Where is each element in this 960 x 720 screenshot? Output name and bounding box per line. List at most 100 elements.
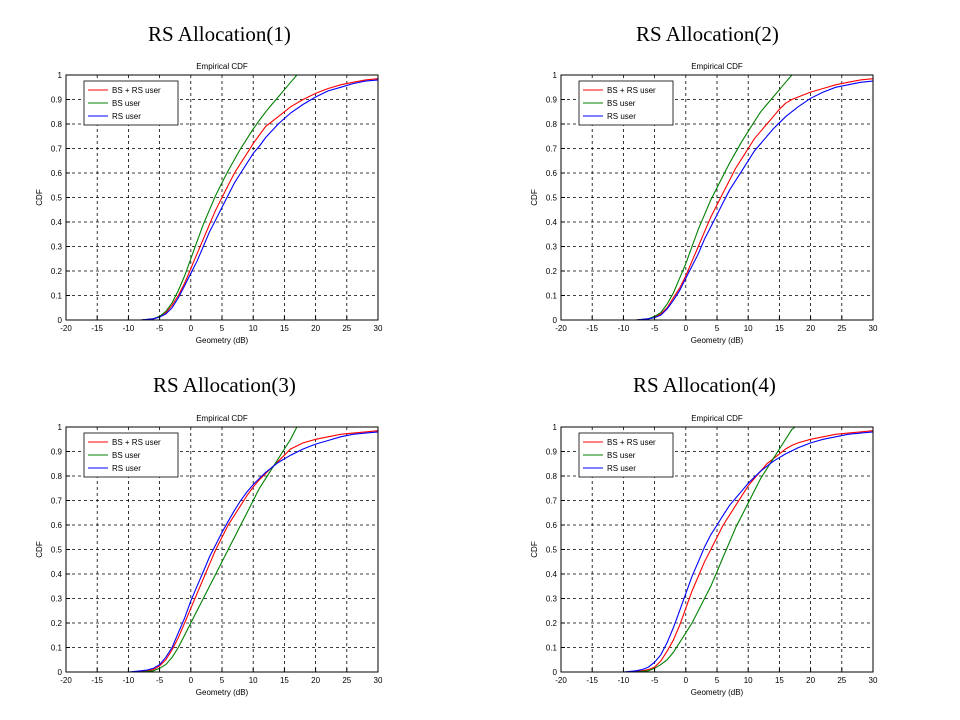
legend: BS + RS user BS user RS user xyxy=(578,80,674,126)
legend-label: RS user xyxy=(607,112,636,121)
y-tick-label: 0.3 xyxy=(546,595,558,604)
x-tick-label: 5 xyxy=(220,676,225,685)
series-line-1 xyxy=(635,78,874,321)
chart-title: Empirical CDF xyxy=(196,414,248,423)
x-tick-label: 0 xyxy=(684,676,689,685)
series-line-2 xyxy=(140,74,298,321)
y-tick-label: 0 xyxy=(553,316,558,325)
y-tick-label: 0.9 xyxy=(546,448,558,457)
legend-label: BS + RS user xyxy=(607,86,656,95)
legend: BS + RS user BS user RS user xyxy=(83,80,179,126)
x-tick-label: 30 xyxy=(374,324,383,333)
x-tick-label: 0 xyxy=(189,676,194,685)
figure-title-3: RS Allocation(3) xyxy=(153,373,296,397)
legend-label: RS user xyxy=(607,464,636,473)
series-line-3 xyxy=(140,79,379,321)
y-tick-label: 0.6 xyxy=(546,169,558,178)
x-tick-label: -10 xyxy=(618,676,630,685)
chart-title: Empirical CDF xyxy=(691,414,743,423)
x-tick-label: 25 xyxy=(837,676,846,685)
x-tick-label: -20 xyxy=(555,676,567,685)
y-tick-label: 1 xyxy=(553,71,558,80)
x-tick-label: 10 xyxy=(744,324,753,333)
series-line-2 xyxy=(635,426,796,673)
x-tick-label: -5 xyxy=(651,676,659,685)
x-tick-label: -20 xyxy=(60,676,72,685)
series-line-1 xyxy=(629,430,874,673)
y-tick-label: 0.8 xyxy=(546,472,558,481)
series-line-2 xyxy=(635,74,793,321)
x-axis-label: Geometry (dB) xyxy=(196,336,249,345)
x-tick-label: 25 xyxy=(837,324,846,333)
y-tick-label: 0.1 xyxy=(546,644,558,653)
x-axis-label: Geometry (dB) xyxy=(196,688,249,697)
x-tick-label: 30 xyxy=(869,324,878,333)
y-tick-label: 1 xyxy=(58,423,63,432)
y-tick-label: 0.9 xyxy=(51,96,63,105)
x-tick-label: -20 xyxy=(60,324,72,333)
legend: BS + RS user BS user RS user xyxy=(83,432,179,478)
legend-label: BS user xyxy=(112,99,141,108)
y-tick-label: 0.3 xyxy=(51,243,63,252)
y-tick-label: 0.4 xyxy=(51,570,63,579)
y-tick-label: 0.3 xyxy=(51,595,63,604)
y-tick-label: 1 xyxy=(58,71,63,80)
x-axis-label: Geometry (dB) xyxy=(691,688,744,697)
x-tick-label: 5 xyxy=(715,324,720,333)
y-tick-label: 0.9 xyxy=(51,448,63,457)
cdf-chart-3: -20 -15 -10 -5 0 5 10 15 20 25 30 0 0.1 0.2 0.3 0.4 0.5 0… xyxy=(35,414,383,697)
y-tick-label: 0.7 xyxy=(51,145,63,154)
x-tick-label: -5 xyxy=(156,324,164,333)
y-tick-label: 0.1 xyxy=(546,292,558,301)
x-tick-label: -5 xyxy=(156,676,164,685)
y-tick-label: 0.5 xyxy=(51,546,63,555)
y-tick-label: 0.4 xyxy=(546,570,558,579)
x-tick-label: -5 xyxy=(651,324,659,333)
chart-title: Empirical CDF xyxy=(196,62,248,71)
legend: BS + RS user BS user RS user xyxy=(578,432,674,478)
x-tick-label: 20 xyxy=(806,676,815,685)
x-tick-label: 10 xyxy=(744,676,753,685)
y-axis-label: CDF xyxy=(35,541,44,558)
x-tick-label: 20 xyxy=(806,324,815,333)
y-tick-label: 0.7 xyxy=(546,145,558,154)
x-tick-label: 0 xyxy=(684,324,689,333)
cdf-chart-1: -20 -15 -10 -5 0 5 10 15 20 25 30 0 0.1 0.2 0.3 0.4 0.5 0… xyxy=(35,62,383,345)
y-tick-label: 0.2 xyxy=(51,267,63,276)
legend-label: BS + RS user xyxy=(112,86,161,95)
figure-title-4: RS Allocation(4) xyxy=(633,373,776,397)
x-tick-label: 5 xyxy=(715,676,720,685)
y-tick-label: 0.2 xyxy=(546,267,558,276)
y-tick-label: 0.5 xyxy=(546,546,558,555)
x-tick-label: 30 xyxy=(869,676,878,685)
y-tick-label: 0.9 xyxy=(546,96,558,105)
y-tick-label: 0.8 xyxy=(51,472,63,481)
y-tick-label: 0 xyxy=(58,668,63,677)
y-tick-label: 0.7 xyxy=(546,497,558,506)
x-tick-label: 5 xyxy=(220,324,225,333)
x-tick-label: -10 xyxy=(123,676,135,685)
legend-label: RS user xyxy=(112,112,141,121)
y-tick-label: 0 xyxy=(553,668,558,677)
x-tick-label: 15 xyxy=(775,676,784,685)
chart-title: Empirical CDF xyxy=(691,62,743,71)
y-tick-label: 0.4 xyxy=(51,218,63,227)
legend-label: BS user xyxy=(607,451,636,460)
y-axis-label: CDF xyxy=(530,189,539,206)
x-tick-label: 20 xyxy=(311,324,320,333)
y-axis-label: CDF xyxy=(35,189,44,206)
x-tick-label: -20 xyxy=(555,324,567,333)
y-tick-label: 0 xyxy=(58,316,63,325)
series-line-2 xyxy=(140,426,298,673)
legend-label: BS user xyxy=(112,451,141,460)
figure-title-2: RS Allocation(2) xyxy=(636,22,779,46)
x-tick-label: 30 xyxy=(374,676,383,685)
x-tick-label: -15 xyxy=(586,676,598,685)
cdf-chart-2: -20 -15 -10 -5 0 5 10 15 20 25 30 0 0.1 0.2 0.3 0.4 0.5 0… xyxy=(530,62,878,345)
x-tick-label: -15 xyxy=(586,324,598,333)
figure-title-1: RS Allocation(1) xyxy=(148,22,291,46)
y-tick-label: 0.8 xyxy=(51,120,63,129)
x-tick-label: -10 xyxy=(618,324,630,333)
x-tick-label: 15 xyxy=(280,676,289,685)
